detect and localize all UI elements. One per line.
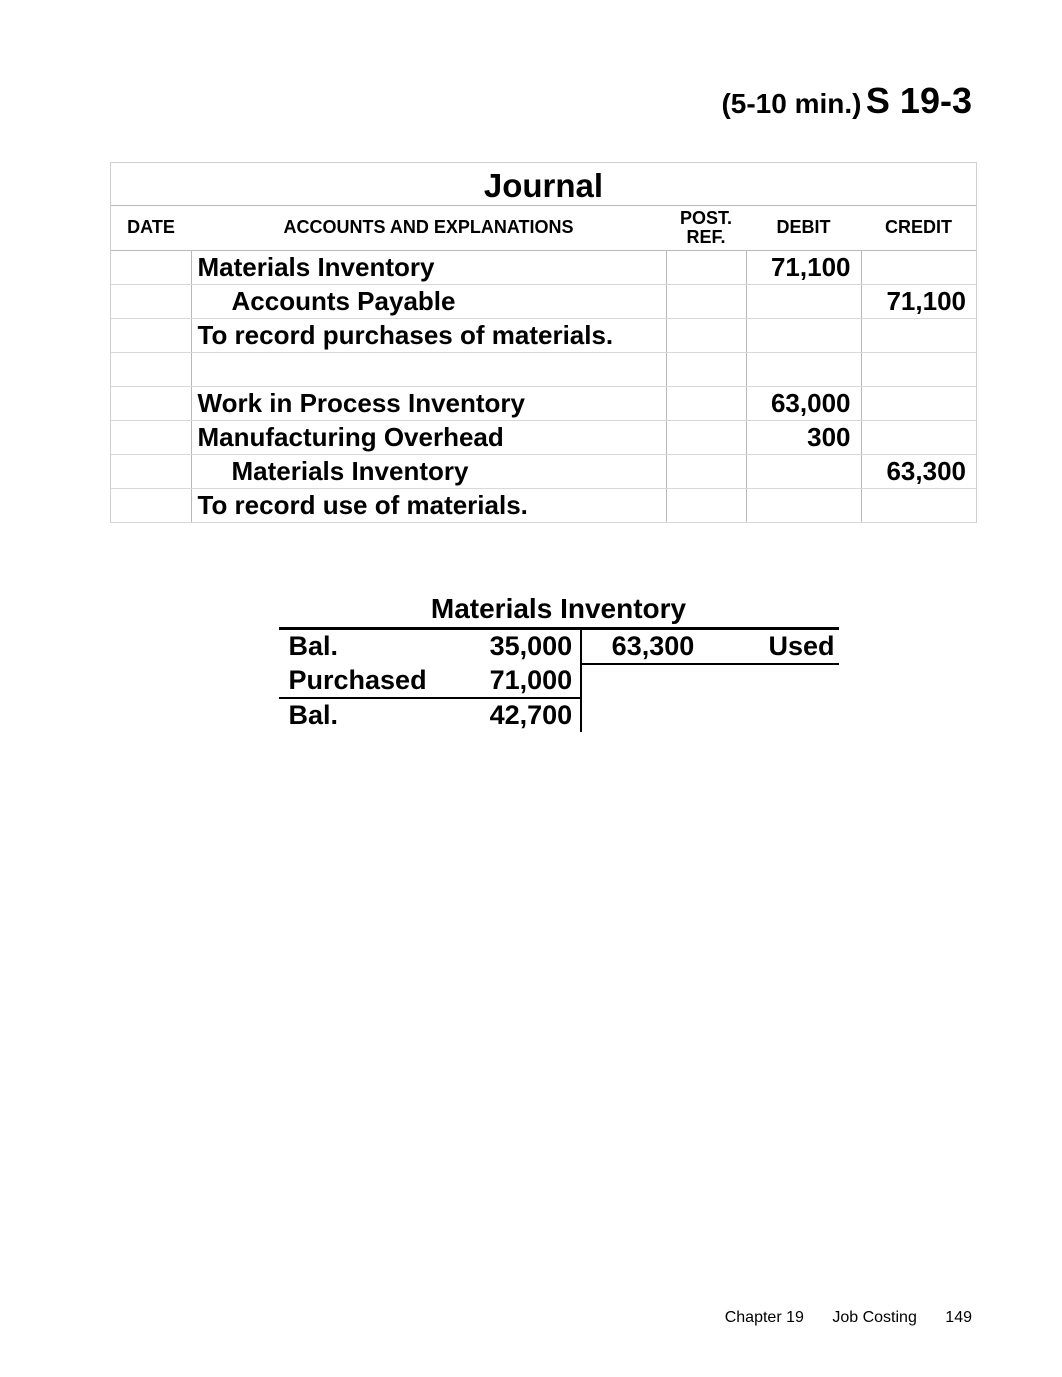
journal-account-cell: To record purchases of materials.: [191, 318, 666, 352]
t-left-amount: 71,000: [460, 664, 581, 698]
journal-table: Journal DATE ACCOUNTS AND EXPLANATIONS P…: [110, 162, 977, 523]
journal-debit-cell: 63,000: [746, 386, 861, 420]
table-row: Materials Inventory 63,300: [111, 454, 976, 488]
t-left-label: Purchased: [279, 664, 461, 698]
journal-header-row: DATE ACCOUNTS AND EXPLANATIONS POST. REF…: [111, 206, 976, 250]
journal-account-cell: Work in Process Inventory: [191, 386, 666, 420]
t-left-amount: 35,000: [460, 630, 581, 664]
t-right-label: Used: [702, 630, 838, 664]
table-row: Manufacturing Overhead 300: [111, 420, 976, 454]
page: (5-10 min.) S 19-3 Journal DATE ACCOUNTS…: [0, 0, 1062, 1377]
journal-postref-cell: [666, 250, 746, 284]
journal-debit-cell: [746, 284, 861, 318]
table-row: Purchased 71,000: [279, 664, 839, 698]
footer-title: Job Costing: [832, 1309, 917, 1326]
journal-credit-cell: [861, 318, 976, 352]
journal-account-cell: Materials Inventory: [191, 454, 666, 488]
col-debit: DEBIT: [746, 206, 861, 250]
table-row: Materials Inventory 71,100: [111, 250, 976, 284]
journal-debit-cell: [746, 454, 861, 488]
table-row: Work in Process Inventory 63,000: [111, 386, 976, 420]
page-footer: Chapter 19 Job Costing 149: [725, 1309, 972, 1327]
journal-postref-cell: [666, 488, 746, 522]
t-right-empty: [581, 698, 702, 732]
t-balance-amount: 42,700: [460, 698, 581, 732]
t-account: Materials Inventory Bal. 35,000 63,300 U…: [249, 593, 839, 732]
journal-postref-cell: [666, 454, 746, 488]
t-right-empty: [702, 664, 838, 698]
t-right-amount: 63,300: [581, 630, 702, 664]
journal-credit-cell: [861, 386, 976, 420]
journal-postref-cell: [666, 318, 746, 352]
journal-debit-cell: [746, 488, 861, 522]
table-row: Accounts Payable 71,100: [111, 284, 976, 318]
journal-credit-cell: [861, 250, 976, 284]
journal-credit-cell: [861, 352, 976, 386]
journal-account-cell: To record use of materials.: [191, 488, 666, 522]
journal-date-cell: [111, 454, 191, 488]
journal-credit-cell: [861, 488, 976, 522]
heading-time: (5-10 min.): [721, 88, 861, 119]
col-accounts: ACCOUNTS AND EXPLANATIONS: [191, 206, 666, 250]
footer-chapter: Chapter 19: [725, 1309, 804, 1326]
journal-account-cell: Accounts Payable: [191, 284, 666, 318]
journal-postref-cell: [666, 386, 746, 420]
t-right-empty: [702, 698, 838, 732]
table-row: To record use of materials.: [111, 488, 976, 522]
journal-title: Journal: [111, 163, 976, 206]
journal-postref-cell: [666, 284, 746, 318]
t-right-empty: [581, 664, 702, 698]
t-account-title: Materials Inventory: [279, 593, 839, 630]
journal-date-cell: [111, 420, 191, 454]
col-postref: POST. REF.: [666, 206, 746, 250]
table-row: [111, 352, 976, 386]
journal-account-cell: Materials Inventory: [191, 250, 666, 284]
journal-postref-cell: [666, 420, 746, 454]
col-credit: CREDIT: [861, 206, 976, 250]
exercise-heading: (5-10 min.) S 19-3: [110, 80, 977, 122]
journal-date-cell: [111, 386, 191, 420]
heading-id: S 19-3: [866, 80, 972, 121]
journal-date-cell: [111, 488, 191, 522]
t-left-label: Bal.: [279, 630, 461, 664]
journal-debit-cell: 71,100: [746, 250, 861, 284]
table-row: To record purchases of materials.: [111, 318, 976, 352]
journal-debit-cell: [746, 318, 861, 352]
table-row: Bal. 35,000 63,300 Used: [279, 630, 839, 664]
journal-credit-cell: 71,100: [861, 284, 976, 318]
journal-date-cell: [111, 352, 191, 386]
journal-debit-cell: [746, 352, 861, 386]
journal-account-cell: [191, 352, 666, 386]
journal-credit-cell: [861, 420, 976, 454]
t-balance-label: Bal.: [279, 698, 461, 732]
col-date: DATE: [111, 206, 191, 250]
t-account-grid: Bal. 35,000 63,300 Used Purchased 71,000…: [279, 630, 839, 732]
journal-grid: DATE ACCOUNTS AND EXPLANATIONS POST. REF…: [111, 206, 976, 523]
journal-postref-cell: [666, 352, 746, 386]
footer-page-number: 149: [945, 1309, 972, 1326]
journal-credit-cell: 63,300: [861, 454, 976, 488]
table-row: Bal. 42,700: [279, 698, 839, 732]
journal-date-cell: [111, 284, 191, 318]
journal-debit-cell: 300: [746, 420, 861, 454]
journal-date-cell: [111, 318, 191, 352]
journal-account-cell: Manufacturing Overhead: [191, 420, 666, 454]
journal-date-cell: [111, 250, 191, 284]
